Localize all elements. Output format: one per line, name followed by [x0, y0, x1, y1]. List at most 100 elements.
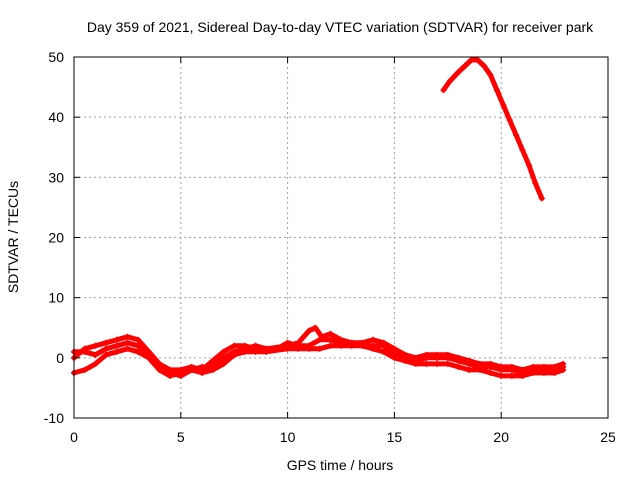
- data-point: [468, 57, 475, 64]
- data-point: [348, 339, 355, 346]
- data-point: [199, 369, 206, 376]
- data-point: [209, 363, 216, 370]
- data-point: [498, 366, 505, 373]
- data-point: [135, 342, 142, 349]
- data-point: [103, 339, 110, 346]
- data-point: [135, 348, 142, 355]
- data-point: [487, 369, 494, 376]
- data-point: [380, 348, 387, 355]
- data-point: [476, 363, 483, 370]
- data-point: [506, 117, 513, 124]
- data-point: [434, 360, 441, 367]
- data-point: [188, 366, 195, 373]
- data-point: [241, 345, 248, 352]
- data-point: [252, 342, 259, 349]
- data-point: [305, 327, 312, 334]
- data-point: [391, 345, 398, 352]
- data-point: [519, 147, 526, 154]
- data-point: [391, 351, 398, 358]
- data-point: [135, 336, 142, 343]
- data-point: [508, 372, 515, 379]
- y-tick-label: 50: [48, 49, 64, 65]
- data-point: [284, 345, 291, 352]
- data-point: [446, 78, 453, 85]
- y-tick-label: 40: [48, 109, 64, 125]
- data-point: [513, 132, 520, 139]
- data-point: [481, 63, 488, 70]
- data-point: [199, 363, 206, 370]
- data-point: [113, 348, 120, 355]
- data-point: [124, 333, 131, 340]
- data-point: [466, 360, 473, 367]
- data-point: [327, 342, 334, 349]
- data-point: [466, 366, 473, 373]
- data-point: [263, 345, 270, 352]
- y-tick-label: -10: [44, 410, 64, 426]
- data-point: [92, 342, 99, 349]
- data-point: [305, 342, 312, 349]
- data-point: [440, 87, 447, 94]
- data-point: [220, 354, 227, 361]
- data-point: [444, 354, 451, 361]
- x-axis-label: GPS time / hours: [287, 457, 394, 473]
- data-point: [530, 366, 537, 373]
- data-point: [423, 360, 430, 367]
- data-point: [519, 369, 526, 376]
- data-point: [508, 366, 515, 373]
- x-tick-label: 5: [177, 429, 185, 445]
- data-point: [370, 342, 377, 349]
- data-point: [92, 360, 99, 367]
- data-point: [338, 339, 344, 346]
- data-point: [461, 63, 468, 70]
- data-point: [455, 69, 462, 76]
- data-point: [500, 102, 507, 109]
- data-point: [231, 342, 238, 349]
- data-point: [220, 360, 227, 367]
- data-point: [327, 336, 334, 343]
- data-point: [177, 372, 184, 379]
- data-point: [560, 363, 567, 370]
- data-point: [156, 363, 163, 370]
- data-point: [474, 57, 481, 64]
- data-point: [359, 342, 366, 349]
- data-point: [402, 354, 409, 361]
- tick-layer: 0 5 10 15 20 25 -10 0 10 20 30 40 50: [44, 49, 616, 445]
- data-point: [455, 357, 462, 364]
- data-point: [145, 354, 152, 361]
- data-point: [370, 336, 377, 343]
- data-point: [252, 348, 259, 355]
- series-layer: [71, 57, 567, 379]
- data-point: [412, 357, 419, 364]
- data-point: [525, 162, 532, 169]
- data-point: [316, 345, 323, 352]
- x-tick-label: 10: [280, 429, 296, 445]
- data-point: [92, 351, 99, 358]
- data-point: [538, 195, 545, 202]
- data-point: [487, 363, 494, 370]
- data-point: [103, 351, 110, 358]
- y-tick-label: 10: [48, 290, 64, 306]
- x-tick-label: 15: [387, 429, 403, 445]
- data-point: [312, 324, 319, 331]
- x-tick-label: 20: [493, 429, 509, 445]
- data-point: [284, 339, 291, 346]
- x-tick-label: 25: [600, 429, 616, 445]
- data-point: [434, 354, 441, 361]
- data-point: [220, 348, 227, 355]
- data-point: [113, 342, 120, 349]
- data-point: [81, 366, 88, 373]
- data-point: [327, 330, 334, 337]
- data-point: [316, 336, 323, 343]
- grid: [74, 57, 608, 418]
- y-tick-label: 30: [48, 169, 64, 185]
- data-point: [124, 339, 131, 346]
- data-point: [423, 354, 430, 361]
- data-point: [498, 372, 505, 379]
- y-tick-label: 20: [48, 230, 64, 246]
- x-tick-label: 0: [70, 429, 78, 445]
- data-point: [167, 369, 174, 376]
- data-point: [444, 360, 451, 367]
- data-point: [487, 72, 494, 79]
- data-point: [551, 366, 558, 373]
